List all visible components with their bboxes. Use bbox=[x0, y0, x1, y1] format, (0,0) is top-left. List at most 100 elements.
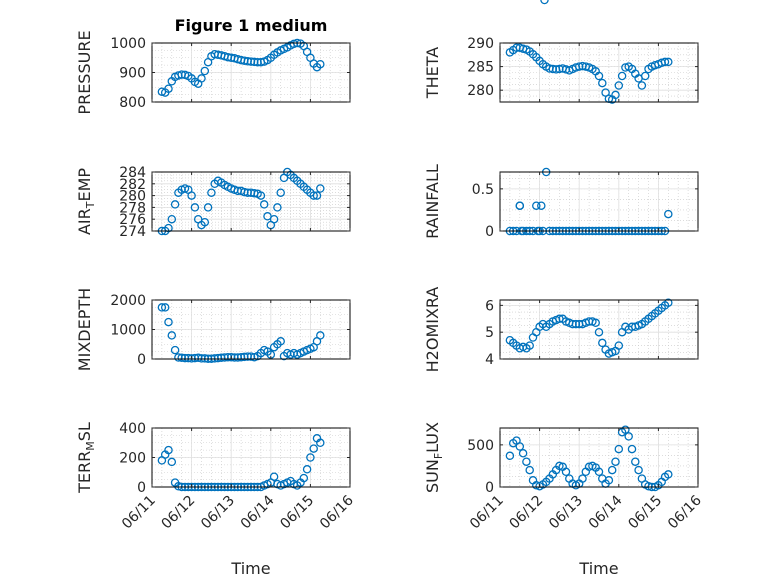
series-markers bbox=[157, 303, 325, 363]
y-tick-label: 280 bbox=[119, 189, 146, 205]
data-point bbox=[273, 203, 282, 212]
y-axis-label: THETA bbox=[423, 47, 442, 99]
data-point bbox=[170, 345, 180, 355]
data-point bbox=[259, 200, 269, 209]
data-point bbox=[614, 81, 624, 90]
data-point bbox=[624, 432, 633, 441]
data-point bbox=[190, 203, 200, 212]
subplot-6: 4 5 6 H2OMIXRA bbox=[423, 287, 699, 372]
y-tick-label: 274 bbox=[119, 224, 146, 240]
series-markers bbox=[505, 298, 673, 358]
data-point bbox=[200, 217, 210, 227]
data-point bbox=[537, 201, 546, 210]
y-tick-label: 285 bbox=[467, 60, 494, 76]
subplot-2: 280 285 290 THETA bbox=[423, 36, 699, 104]
y-tick-label: 900 bbox=[119, 66, 146, 82]
y-tick-label: 0 bbox=[485, 480, 494, 496]
data-point bbox=[515, 201, 525, 210]
x-tick-label: 06/15 bbox=[625, 493, 665, 533]
data-point bbox=[591, 318, 600, 328]
data-point bbox=[631, 457, 640, 466]
y-tick-label: 400 bbox=[119, 421, 146, 437]
data-point bbox=[594, 327, 604, 337]
data-point bbox=[555, 461, 564, 471]
data-point bbox=[316, 59, 325, 69]
data-point bbox=[660, 57, 670, 67]
data-point bbox=[614, 341, 624, 350]
series-markers bbox=[157, 38, 325, 97]
data-point bbox=[309, 191, 318, 200]
x-tick-label: 06/15 bbox=[277, 493, 317, 533]
data-point bbox=[621, 425, 630, 434]
subplot-grid: 800 900 1000 PRESSURE 280 285 290 THETA 27427627… bbox=[75, 0, 705, 578]
data-point bbox=[164, 445, 173, 455]
axes-frame bbox=[499, 171, 699, 232]
data-point bbox=[269, 472, 279, 481]
data-point bbox=[306, 453, 315, 462]
y-tick-label: 800 bbox=[119, 95, 146, 111]
data-point bbox=[187, 191, 196, 200]
data-point bbox=[598, 338, 607, 348]
y-tick-label: 0 bbox=[137, 480, 146, 496]
series-markers bbox=[505, 43, 673, 104]
x-tick-label: 06/14 bbox=[586, 492, 626, 532]
x-tick-label: 06/16 bbox=[665, 492, 705, 532]
data-point bbox=[611, 457, 620, 466]
data-point bbox=[518, 449, 528, 458]
y-tick-label: 276 bbox=[119, 212, 146, 228]
y-axis-label: AIRTEMP bbox=[75, 168, 97, 235]
y-tick-label: 280 bbox=[467, 83, 494, 99]
data-point bbox=[197, 74, 206, 83]
data-point bbox=[164, 84, 173, 93]
data-point bbox=[312, 191, 322, 200]
x-tick-label: 06/11 bbox=[467, 493, 507, 533]
data-point bbox=[200, 66, 210, 76]
data-point bbox=[578, 474, 587, 483]
y-tick-label: 0 bbox=[485, 224, 494, 240]
y-axis-label: TERRMSL bbox=[75, 422, 97, 494]
data-point bbox=[203, 203, 213, 212]
subplot-7: 0 200 400 TERRMSL 06/11 06/12 06/13 06/14 06/15 0… bbox=[75, 421, 357, 578]
data-point bbox=[269, 214, 279, 224]
data-point bbox=[640, 71, 650, 81]
data-point bbox=[505, 451, 515, 461]
y-axis-label: MIXDEPTH bbox=[75, 288, 94, 371]
data-point bbox=[664, 209, 673, 219]
data-point bbox=[594, 467, 604, 477]
y-tick-label: 290 bbox=[467, 36, 494, 52]
data-point bbox=[515, 442, 525, 451]
data-point bbox=[170, 200, 180, 209]
y-tick-label: 5 bbox=[485, 325, 494, 341]
data-point bbox=[532, 201, 541, 210]
data-point bbox=[598, 78, 607, 88]
data-point bbox=[594, 71, 604, 81]
data-point bbox=[207, 188, 216, 197]
y-tick-label: 278 bbox=[119, 200, 146, 216]
data-point bbox=[160, 303, 170, 312]
y-tick-label: 2000 bbox=[110, 293, 146, 309]
data-point bbox=[299, 473, 309, 483]
data-point bbox=[664, 470, 673, 479]
data-point bbox=[664, 298, 673, 307]
data-point bbox=[157, 303, 167, 312]
data-point bbox=[316, 184, 325, 193]
data-point bbox=[316, 438, 325, 448]
y-tick-label: 4 bbox=[485, 352, 494, 368]
x-axis-label: Time bbox=[230, 559, 270, 578]
data-point bbox=[607, 465, 617, 475]
data-point bbox=[309, 444, 318, 453]
data-point bbox=[611, 90, 620, 100]
data-point bbox=[664, 57, 673, 67]
data-point bbox=[540, 0, 549, 5]
subplot-4: 0 0.5 RAINFALL bbox=[423, 0, 699, 240]
axes-frame bbox=[151, 171, 351, 232]
y-tick-label: 284 bbox=[119, 165, 146, 181]
data-point bbox=[614, 444, 624, 454]
plot-area bbox=[500, 172, 698, 231]
subplot-8: 0 500 SUNFLUX 06/11 06/12 06/13 06/14 06/15 06/1… bbox=[423, 422, 705, 578]
y-tick-label: 6 bbox=[485, 298, 494, 314]
series-markers bbox=[157, 167, 325, 236]
data-point bbox=[167, 331, 177, 340]
